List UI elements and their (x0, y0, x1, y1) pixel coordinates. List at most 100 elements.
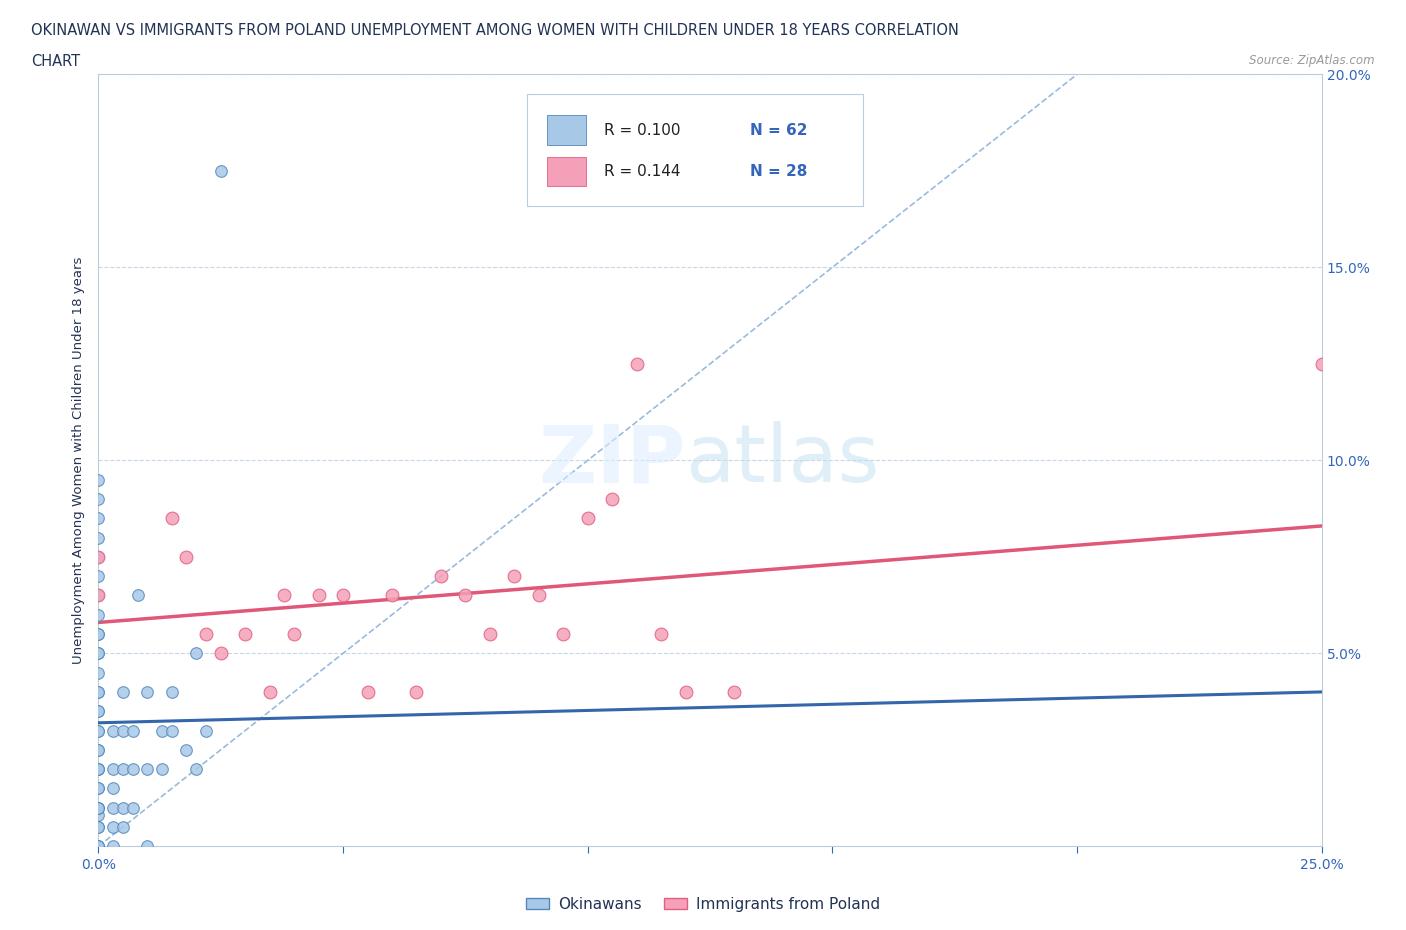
FancyBboxPatch shape (526, 94, 863, 206)
Point (87, 742, 110, 757)
Point (87, 800, 110, 815)
Point (87, 492, 110, 507)
Point (356, 684, 378, 699)
Point (160, 511, 183, 525)
Text: R = 0.100: R = 0.100 (603, 123, 681, 138)
Point (430, 569, 453, 584)
Point (626, 356, 648, 371)
Point (87, 550, 110, 565)
Point (101, 724, 124, 738)
Point (136, 762, 159, 777)
Point (87, 742, 110, 757)
Point (150, 762, 173, 777)
Point (87, 839, 110, 854)
Point (150, 724, 173, 738)
Point (87, 665, 110, 680)
FancyBboxPatch shape (547, 157, 586, 187)
Point (87, 646, 110, 661)
Point (87, 646, 110, 661)
Point (87, 627, 110, 642)
Point (186, 762, 208, 777)
Point (233, 627, 256, 642)
Point (87, 724, 110, 738)
Text: OKINAWAN VS IMMIGRANTS FROM POLAND UNEMPLOYMENT AMONG WOMEN WITH CHILDREN UNDER : OKINAWAN VS IMMIGRANTS FROM POLAND UNEMP… (31, 23, 959, 38)
Point (87, 684, 110, 699)
Text: N = 28: N = 28 (751, 165, 808, 179)
Point (127, 588, 149, 603)
Point (101, 781, 124, 796)
Text: Source: ZipAtlas.com: Source: ZipAtlas.com (1250, 54, 1375, 67)
Point (283, 627, 305, 642)
Point (576, 511, 599, 525)
Point (209, 164, 232, 179)
Point (160, 724, 183, 738)
Point (87, 808, 110, 823)
Point (101, 800, 124, 815)
Point (405, 684, 427, 699)
Point (723, 684, 745, 699)
Point (87, 472, 110, 487)
Point (111, 762, 134, 777)
Point (121, 724, 143, 738)
Point (160, 684, 183, 699)
Point (111, 819, 134, 834)
Text: R = 0.144: R = 0.144 (603, 165, 681, 179)
Text: atlas: atlas (686, 421, 880, 499)
Legend: Okinawans, Immigrants from Poland: Okinawans, Immigrants from Poland (519, 891, 887, 918)
Point (87, 762, 110, 777)
Point (87, 839, 110, 854)
Point (1310, 356, 1333, 371)
Point (101, 762, 124, 777)
Point (553, 627, 575, 642)
Point (87, 550, 110, 565)
Point (176, 550, 198, 565)
Point (87, 819, 110, 834)
Point (87, 762, 110, 777)
Point (87, 781, 110, 796)
Point (111, 724, 134, 738)
Point (332, 588, 354, 603)
Point (136, 839, 159, 854)
Point (111, 684, 134, 699)
Point (101, 839, 124, 854)
Point (87, 530, 110, 545)
Point (503, 569, 526, 584)
FancyBboxPatch shape (547, 115, 586, 145)
Point (308, 588, 330, 603)
Point (195, 627, 218, 642)
Point (195, 724, 218, 738)
Point (87, 704, 110, 719)
Text: N = 62: N = 62 (751, 123, 808, 138)
Point (273, 588, 295, 603)
Point (650, 627, 672, 642)
Point (87, 800, 110, 815)
Point (111, 800, 134, 815)
Point (259, 684, 281, 699)
Point (101, 819, 124, 834)
Point (478, 627, 501, 642)
Point (121, 762, 143, 777)
Point (87, 684, 110, 699)
Point (121, 800, 143, 815)
Point (87, 724, 110, 738)
Point (209, 646, 232, 661)
Point (87, 800, 110, 815)
Point (186, 646, 208, 661)
Point (87, 762, 110, 777)
Text: CHART: CHART (31, 54, 80, 69)
Y-axis label: Unemployment Among Women with Children Under 18 years: Unemployment Among Women with Children U… (72, 257, 86, 664)
Point (87, 569, 110, 584)
Point (600, 492, 623, 507)
Point (176, 742, 198, 757)
Point (87, 819, 110, 834)
Point (87, 588, 110, 603)
Point (675, 684, 697, 699)
Point (87, 781, 110, 796)
Point (87, 704, 110, 719)
Point (136, 684, 159, 699)
Point (454, 588, 477, 603)
Point (87, 511, 110, 525)
Point (87, 627, 110, 642)
Point (87, 839, 110, 854)
Point (87, 588, 110, 603)
